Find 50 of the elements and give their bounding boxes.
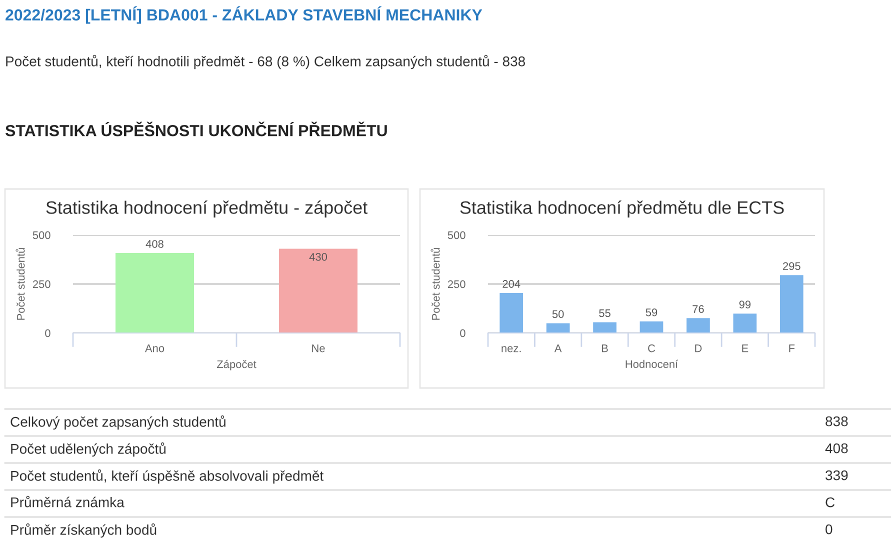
category-label: Počet udělených zápočtů — [11, 442, 166, 457]
category-label: Počet studentů, kteří úspěšně absolvovali předmět — [11, 469, 324, 484]
text: 2022/2023 [LETNÍ] BDA001 - ZÁKLADY STAVEBNÍ MECHANIKY — [6, 6, 482, 24]
y-axis-title: Počet studentů — [16, 248, 25, 320]
x-tick-label: C — [648, 344, 656, 352]
text: 339 — [826, 470, 848, 480]
x-tick-label: Ne — [312, 344, 325, 352]
bar — [686, 318, 710, 333]
data-label: 408 — [146, 240, 164, 248]
y-tick-label: 500 — [32, 231, 50, 240]
data-label: 204 — [502, 280, 520, 288]
category-label: Celkový počet zapsaných studentů — [10, 415, 226, 430]
text: STATISTIKA ÚSPĚŠNOSTI UKONČENÍ PŘEDMĚTU — [5, 122, 387, 136]
y-tick-label: 250 — [32, 280, 50, 288]
y-tick-label: 250 — [448, 280, 466, 288]
data-label: 55 — [599, 309, 610, 318]
chart-title: Statistika hodnocení předmětu dle ECTS — [460, 200, 784, 218]
data-label: 50 — [552, 310, 564, 318]
text: 0 — [826, 524, 832, 534]
x-axis-title: Zápočet — [216, 360, 256, 370]
category-label: Průměrná známka — [11, 496, 124, 508]
y-tick-label: 0 — [460, 329, 466, 338]
text: Počet studentů, kteří hodnotili předmět - 68 (8 %) Celkem zapsaných studentů - 838 — [6, 54, 525, 70]
x-tick-label: Ano — [144, 344, 164, 352]
data-label: 99 — [739, 300, 751, 308]
bar — [593, 322, 616, 333]
x-tick-label: nez. — [502, 346, 521, 352]
bar — [780, 275, 804, 333]
bar — [500, 293, 524, 333]
bar — [733, 314, 757, 333]
x-axis-title: Hodnocení — [626, 360, 678, 368]
text: C — [826, 497, 835, 508]
chart-title: Statistika hodnocení předmětu - zápočet — [46, 200, 368, 218]
x-tick-label: D — [695, 344, 702, 352]
data-label: 76 — [692, 305, 704, 313]
text: 408 — [825, 443, 848, 454]
x-tick-label: A — [554, 344, 562, 352]
text: 838 — [826, 416, 848, 426]
bar — [546, 323, 570, 333]
y-tick-label: 500 — [448, 231, 466, 240]
data-label: 59 — [646, 308, 658, 316]
data-label: 295 — [783, 262, 800, 270]
category-label: Průměr získaných bodů — [11, 523, 156, 538]
y-axis-title: Počet studentů — [430, 248, 440, 320]
bar — [640, 321, 664, 333]
data-label: 430 — [309, 253, 327, 261]
x-tick-label: B — [602, 344, 608, 352]
x-tick-label: E — [742, 344, 748, 352]
x-tick-label: F — [789, 344, 795, 352]
y-tick-label: 0 — [45, 329, 50, 338]
